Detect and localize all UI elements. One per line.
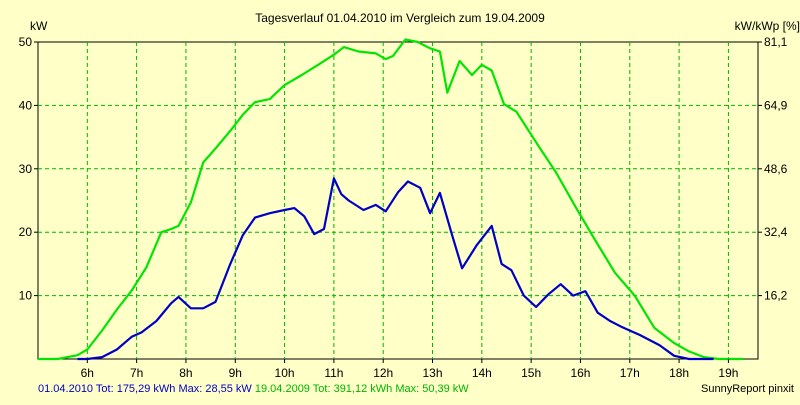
y-tick-label-right: 81,1: [764, 35, 788, 49]
series-line-19-04-2009: [38, 38, 744, 361]
series-1-summary: 01.04.2010 Tot: 175,29 kWh Max: 28,55 kW: [38, 383, 252, 395]
series-line-01-04-2010: [77, 177, 714, 361]
x-tick-label: 10h: [275, 366, 295, 380]
y-tick-label-left: 10: [19, 289, 33, 303]
y-tick-label-right: 16,2: [764, 289, 788, 303]
x-tick-label: 12h: [373, 366, 393, 380]
x-tick-label: 9h: [229, 366, 242, 380]
x-tick-label: 13h: [423, 366, 443, 380]
y-tick-label-left: 20: [19, 225, 33, 239]
x-tick-label: 17h: [620, 366, 640, 380]
x-tick-label: 8h: [179, 366, 192, 380]
x-tick-label: 7h: [130, 366, 143, 380]
x-tick-label: 18h: [669, 366, 689, 380]
y-tick-label-right: 48,6: [764, 162, 788, 176]
y-tick-label-left: 30: [19, 162, 33, 176]
series-layer: [38, 38, 744, 361]
y-tick-label-left: 40: [19, 98, 33, 112]
x-tick-label: 6h: [81, 366, 94, 380]
brand-label: SunnyReport pinxit: [701, 383, 794, 395]
x-tick-label: 11h: [324, 366, 343, 380]
x-tick-label: 15h: [521, 366, 541, 380]
y-axis-label-right: kW/kWp [%]: [735, 19, 800, 33]
y-tick-label-right: 32,4: [764, 225, 788, 239]
chart-title: Tagesverlauf 01.04.2010 im Vergleich zum…: [255, 11, 545, 25]
tick-layer: 6h 7h 8h 9h 10h 11h 12h 13h 14h 15h 16h 17h 18h 19h 10…: [19, 35, 788, 380]
x-tick-label: 19h: [718, 366, 738, 380]
plot-area: [37, 41, 759, 360]
y-tick-label-left: 50: [19, 35, 33, 49]
x-tick-label: 14h: [472, 366, 492, 380]
chart-footer: 01.04.2010 Tot: 175,29 kWh Max: 28,55 kW…: [38, 383, 469, 396]
series-2-summary: 19.04.2009 Tot: 391,12 kWh Max: 50,39 kW: [254, 383, 469, 395]
x-tick-label: 16h: [570, 366, 590, 380]
y-axis-label-left: kW: [30, 19, 48, 33]
y-tick-label-right: 64,9: [764, 98, 788, 112]
grid-layer: [38, 42, 758, 359]
